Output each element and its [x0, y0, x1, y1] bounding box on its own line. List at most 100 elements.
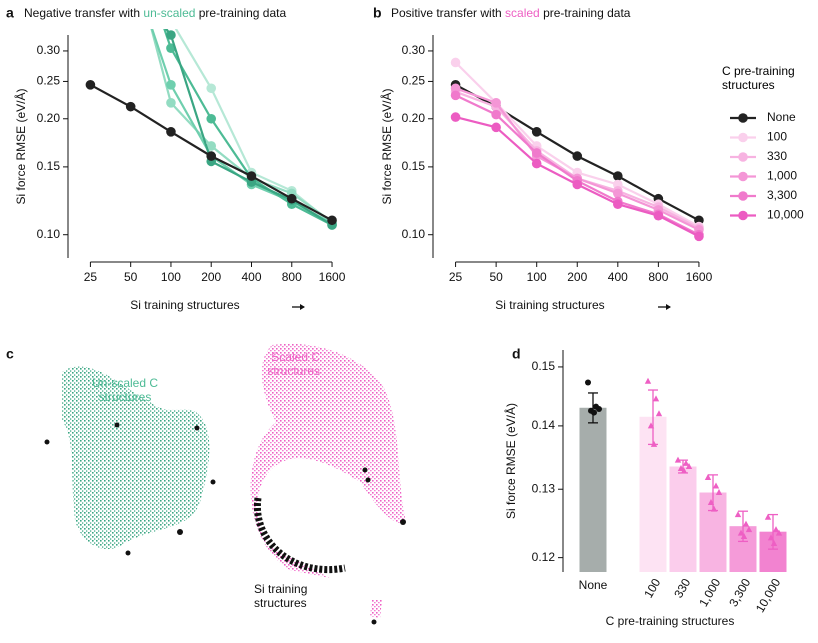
- replicate-point: [704, 473, 712, 480]
- replicate-point: [650, 440, 658, 447]
- replicate-point: [775, 529, 783, 536]
- si-label: Si training structures: [254, 582, 308, 610]
- point: [206, 113, 217, 124]
- x-tick-label: 100: [161, 270, 181, 284]
- unscaled-cloud: [62, 366, 210, 550]
- unscaled-label-box: Un-scaled C structures: [91, 376, 159, 404]
- point: [491, 122, 501, 133]
- x-tick-label: 50: [124, 270, 138, 284]
- si-point: [44, 439, 50, 445]
- x-arrow-head: [666, 304, 671, 310]
- point: [531, 148, 542, 158]
- x-tick-label: 25: [84, 270, 98, 284]
- point: [491, 98, 501, 108]
- x-tick-label: 1600: [319, 270, 346, 284]
- point: [206, 141, 217, 151]
- y-axis-label: Si force RMSE (eV/Å): [503, 403, 518, 519]
- y-tick-label: 0.30: [37, 43, 61, 57]
- y-tick-label: 0.15: [37, 159, 61, 173]
- point: [286, 193, 297, 204]
- replicate-point: [734, 511, 742, 518]
- x-tick-label: 100: [527, 270, 547, 284]
- si-point: [125, 550, 131, 556]
- replicate-point: [680, 467, 688, 474]
- legend-marker: [738, 132, 748, 143]
- replicate-point: [742, 520, 750, 527]
- y-tick-label: 0.30: [402, 43, 426, 57]
- y-axis-label: Si force RMSE (eV/Å): [379, 88, 394, 204]
- x-tick-label: 100: [641, 576, 663, 601]
- si-point: [210, 479, 216, 485]
- x-tick-label: None: [579, 578, 608, 592]
- point: [491, 109, 501, 120]
- replicate-point: [745, 526, 753, 533]
- x-tick-label: 400: [608, 270, 628, 284]
- point: [246, 171, 257, 181]
- y-tick-label: 0.12: [532, 550, 556, 564]
- umap-illustration: [44, 343, 406, 625]
- point: [85, 80, 96, 90]
- legend-marker: [738, 191, 748, 201]
- x-axis-label: C pre-training structures: [606, 614, 735, 628]
- point: [613, 188, 623, 199]
- replicate-point: [596, 405, 602, 412]
- x-tick-label: 330: [671, 576, 693, 601]
- y-tick-label: 0.25: [402, 74, 426, 88]
- point: [613, 171, 623, 181]
- y-tick-label: 0.10: [37, 227, 61, 241]
- legend-label: 10,000: [767, 208, 804, 222]
- panel-label: b: [373, 5, 382, 21]
- replicate-point: [682, 459, 690, 466]
- point: [450, 90, 461, 101]
- x-tick-label: 1600: [686, 270, 713, 284]
- replicate-point: [677, 464, 685, 471]
- replicate-point: [644, 377, 652, 384]
- x-tick-label: 800: [648, 270, 668, 284]
- series-line: [174, 29, 333, 225]
- title-part: pre-training data: [540, 6, 631, 20]
- point: [531, 158, 542, 169]
- scaled-label: Scaled C structures: [267, 350, 320, 378]
- point: [613, 199, 623, 210]
- chart-title: Negative transfer with un-scaled pre-tra…: [24, 6, 286, 20]
- unscaled-label: Un-scaled C structures: [91, 376, 159, 404]
- x-arrow-head: [300, 304, 305, 310]
- x-tick-label: 400: [241, 270, 261, 284]
- replicate-point: [767, 534, 775, 541]
- si-point: [177, 529, 183, 535]
- legend-marker: [738, 210, 748, 221]
- replicate-point: [707, 498, 715, 505]
- si-point: [114, 422, 120, 428]
- replicate-point: [652, 395, 660, 402]
- legend-marker: [738, 152, 748, 162]
- legend-label: None: [767, 110, 796, 124]
- y-tick-label: 0.14: [532, 418, 556, 432]
- y-tick-label: 0.20: [37, 111, 61, 125]
- legend-label: 1,000: [767, 169, 797, 183]
- point: [531, 127, 542, 137]
- legend-title-box: C pre-training structures: [722, 64, 795, 92]
- replicate-point: [740, 533, 748, 540]
- scaled-cloud: [250, 343, 406, 618]
- si-point: [362, 467, 368, 473]
- point: [125, 101, 136, 112]
- title-part: Negative transfer with: [24, 6, 143, 20]
- si-structures: [253, 497, 346, 573]
- title-part: scaled: [505, 6, 540, 20]
- panel-label: d: [512, 346, 521, 362]
- plot-area: [450, 57, 704, 242]
- point: [327, 215, 337, 226]
- plot-area: [85, 29, 337, 230]
- series-line: [163, 29, 333, 226]
- x-tick-label: 10,000: [753, 576, 784, 615]
- scaled-label-box: Scaled C structures: [267, 350, 320, 378]
- y-tick-label: 0.15: [532, 359, 556, 373]
- replicate-point: [647, 422, 655, 429]
- bar: [579, 407, 607, 572]
- y-tick-label: 0.13: [532, 481, 556, 495]
- chart-title: Positive transfer with scaled pre-traini…: [391, 6, 631, 20]
- point: [206, 83, 217, 94]
- point: [694, 231, 704, 242]
- series-line: [150, 29, 333, 225]
- title-part: Positive transfer with: [391, 6, 505, 20]
